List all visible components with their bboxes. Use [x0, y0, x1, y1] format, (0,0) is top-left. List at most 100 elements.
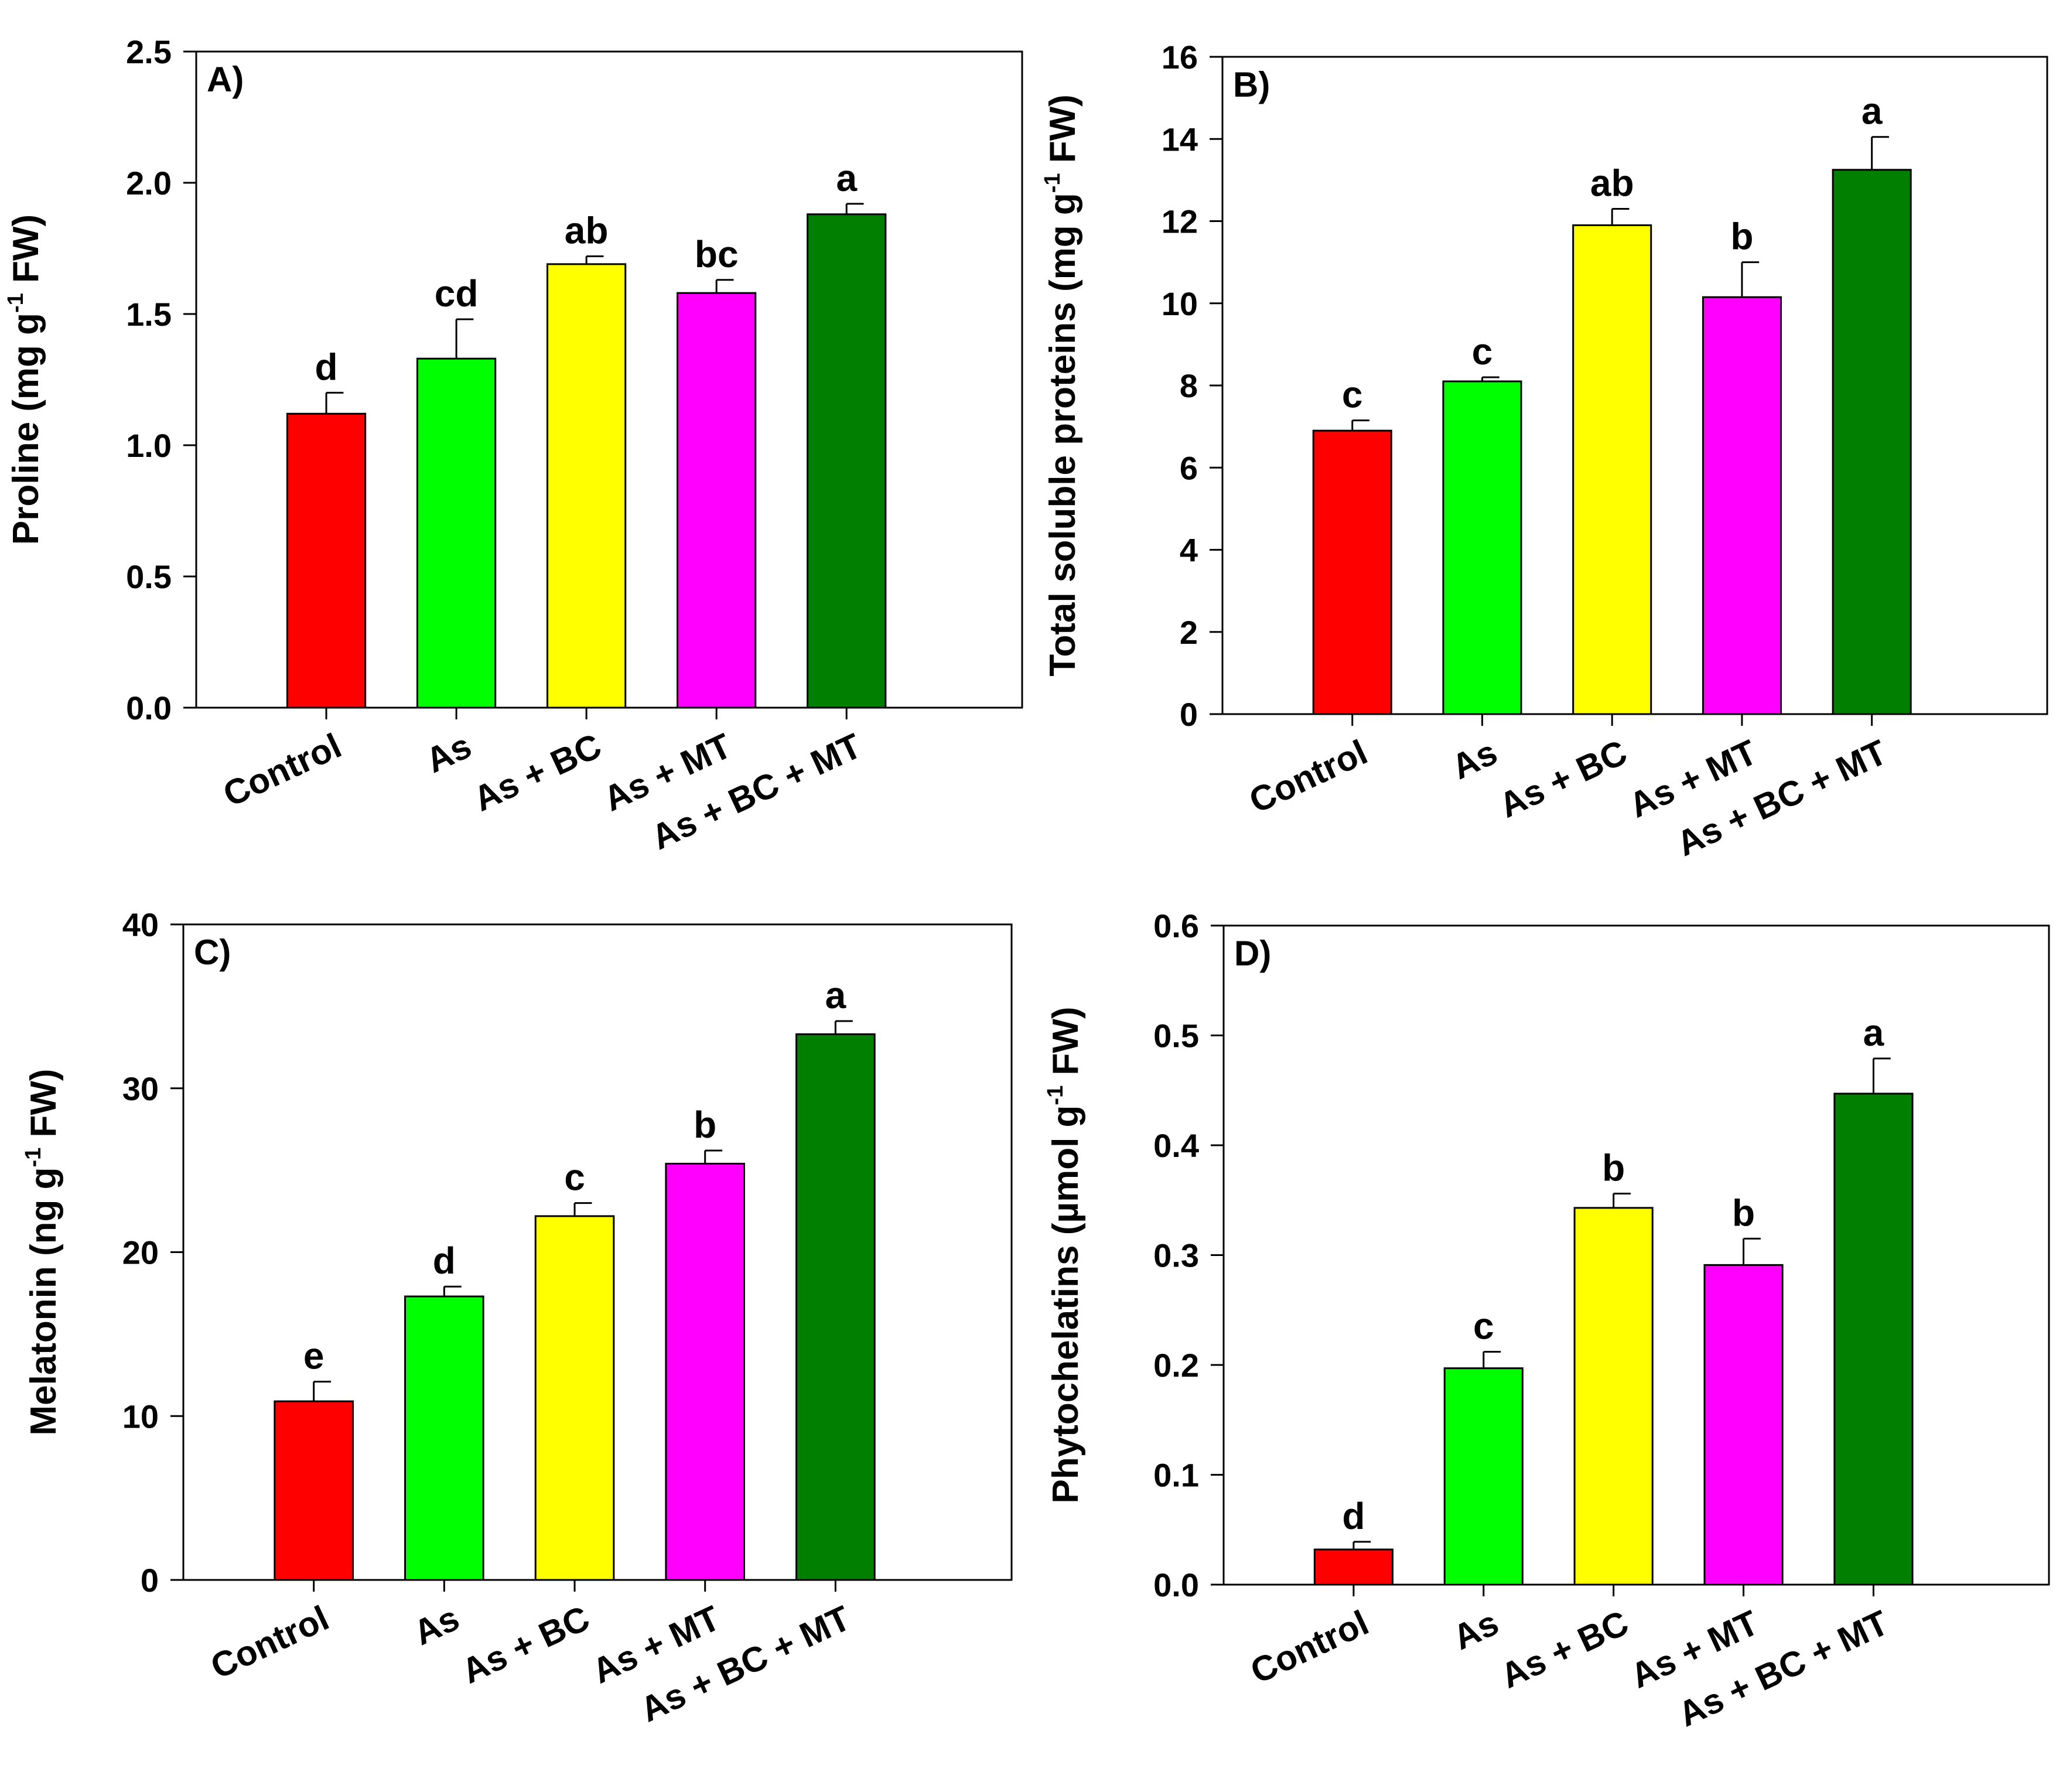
- significance-letter: c: [1342, 374, 1363, 416]
- y-tick-label: 0.5: [126, 558, 172, 595]
- bar-as-bc-mt: [795, 1033, 876, 1581]
- panel-b: 0 2 4 6 8 10 12 14 16 Total soluble proteins (mg …: [1040, 39, 2048, 863]
- significance-letter: a: [825, 974, 846, 1016]
- significance-letter: ab: [1590, 162, 1634, 204]
- y-tick-label: 0.3: [1153, 1237, 1199, 1274]
- bar-as-bc-mt: [1832, 169, 1912, 715]
- y-axis-title: Total soluble proteins (mg g-1 FW): [1040, 94, 1083, 677]
- y-axis-title: Phytochelatins (µmol g-1 FW): [1043, 1007, 1086, 1504]
- y-axis-title-end: FW): [23, 1069, 64, 1147]
- bar-as-mt: [1703, 1264, 1784, 1586]
- bar-as-bc: [1572, 224, 1652, 715]
- y-tick-label: 2.5: [126, 33, 172, 70]
- y-axis-title-main: Proline (mg g: [6, 313, 46, 545]
- x-category-label: Control: [217, 726, 347, 814]
- x-category-label: Control: [1245, 1603, 1375, 1691]
- y-axis-title-main: Phytochelatins (µmol g: [1046, 1105, 1086, 1504]
- significance-letter: d: [315, 346, 338, 388]
- panel-c: 0 10 20 30 40 Melatonin (ng g-1 FW) C) e Control…: [21, 906, 1013, 1729]
- x-category-label: As + BC: [1495, 1603, 1634, 1696]
- panel-label: C): [194, 933, 231, 972]
- significance-letter: a: [1863, 1012, 1884, 1054]
- y-tick-label: 0.0: [126, 690, 172, 726]
- y-axis-title-main: Total soluble proteins (mg g: [1043, 193, 1083, 677]
- x-category-label: As + BC: [467, 726, 607, 819]
- y-tick-label: 0: [1180, 696, 1198, 733]
- x-category-label: As: [408, 1598, 465, 1653]
- y-axis-title-sup: -1: [21, 1148, 46, 1168]
- significance-letter: a: [1862, 90, 1883, 132]
- bar-as-bc: [1573, 1207, 1654, 1586]
- significance-letter: c: [1472, 330, 1493, 373]
- x-category-label: As + BC: [1493, 732, 1632, 825]
- y-tick-label: 6: [1180, 449, 1198, 486]
- bar-as: [1443, 1367, 1524, 1586]
- y-axis-title-sup: -1: [1043, 1086, 1068, 1105]
- y-tick-label: 40: [122, 906, 159, 943]
- y-tick-label: 0.5: [1153, 1018, 1199, 1054]
- y-axis-title-main: Melatonin (ng g: [23, 1168, 64, 1436]
- x-category-label: As + BC: [456, 1598, 595, 1691]
- significance-letter: b: [1602, 1147, 1625, 1189]
- significance-letter: b: [1732, 1192, 1755, 1234]
- significance-letter: d: [1342, 1495, 1365, 1537]
- bar-as-mt: [665, 1162, 746, 1581]
- significance-letter: a: [836, 157, 857, 199]
- y-tick-label: 0.2: [1153, 1347, 1199, 1384]
- y-axis-title-end: FW): [1043, 94, 1083, 173]
- y-tick-label: 16: [1162, 39, 1198, 76]
- x-category-label: As: [1447, 1603, 1504, 1657]
- significance-letter: b: [1730, 216, 1753, 258]
- bar-control: [1313, 1548, 1393, 1586]
- y-tick-label: 1.0: [126, 427, 172, 464]
- y-tick-label: 0.4: [1153, 1127, 1199, 1164]
- y-axis-title: Proline (mg g-1 FW): [4, 214, 46, 545]
- significance-letter: d: [433, 1240, 456, 1282]
- y-axis-title: Melatonin (ng g-1 FW): [21, 1069, 64, 1435]
- significance-letter: ab: [565, 209, 609, 251]
- y-tick-label: 8: [1180, 367, 1198, 404]
- x-category-label: As: [420, 726, 477, 780]
- panel-label: B): [1233, 65, 1270, 104]
- y-tick-label: 20: [122, 1234, 159, 1271]
- x-category-label: Control: [1244, 732, 1374, 821]
- bar-control: [286, 412, 367, 709]
- significance-letter: c: [1473, 1305, 1494, 1347]
- bar-as-bc-mt: [1833, 1093, 1914, 1586]
- bar-as-mt: [1702, 296, 1782, 715]
- bar-as-mt: [677, 292, 757, 709]
- significance-letter: b: [694, 1104, 716, 1146]
- y-axis-title-end: FW): [6, 214, 46, 293]
- bar-as: [404, 1295, 484, 1581]
- y-tick-label: 1.5: [126, 296, 172, 333]
- y-tick-label: 0.6: [1153, 907, 1199, 944]
- x-category-label: Control: [205, 1598, 335, 1687]
- x-category-label: As: [1446, 732, 1503, 787]
- significance-letter: cd: [435, 272, 479, 315]
- y-axis-title-sup: -1: [1040, 173, 1065, 193]
- bar-as-bc: [547, 263, 627, 709]
- bar-as-bc: [534, 1215, 615, 1581]
- significance-letter: e: [303, 1335, 325, 1377]
- bar-control: [1312, 429, 1392, 715]
- panel-label: D): [1234, 934, 1271, 973]
- y-tick-label: 30: [122, 1070, 159, 1107]
- y-tick-label: 14: [1162, 121, 1198, 158]
- y-tick-label: 10: [122, 1398, 159, 1435]
- significance-letter: c: [564, 1156, 585, 1199]
- y-axis-title-sup: -1: [4, 293, 28, 313]
- y-tick-label: 2: [1180, 614, 1198, 651]
- bar-as: [416, 357, 497, 709]
- significance-letter: bc: [695, 233, 739, 275]
- panel-d: 0.0 0.1 0.2 0.3 0.4 0.5 0.6 Phytochelatins (µmo…: [1043, 907, 2050, 1734]
- bar-as-bc-mt: [807, 213, 887, 709]
- bar-as: [1442, 380, 1522, 715]
- y-tick-label: 10: [1162, 285, 1198, 322]
- y-tick-label: 2.0: [126, 165, 172, 202]
- y-tick-label: 12: [1162, 203, 1198, 240]
- y-tick-label: 0: [141, 1562, 159, 1599]
- panel-a: 0.0 0.5 1.0 1.5 2.0 2.5 Proline (mg g-1 FW) A) d…: [4, 33, 1023, 857]
- y-tick-label: 0.1: [1153, 1457, 1199, 1494]
- y-tick-label: 0.0: [1153, 1566, 1199, 1603]
